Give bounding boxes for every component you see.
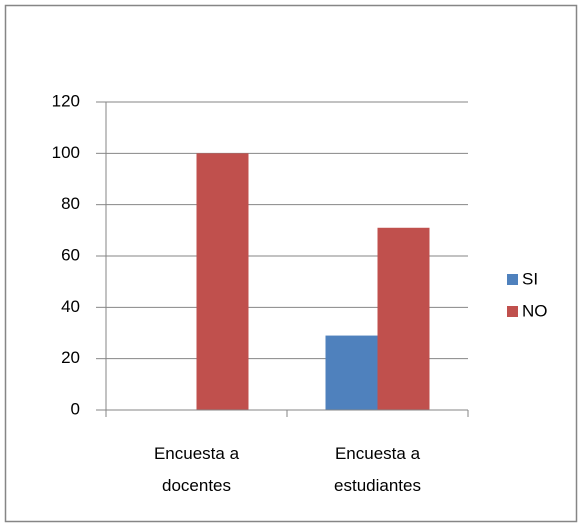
y-tick-label: 80	[61, 194, 80, 213]
legend-swatch	[507, 274, 518, 285]
y-tick-label: 100	[52, 143, 80, 162]
bar	[377, 227, 430, 410]
legend-label: SI	[522, 269, 538, 288]
y-tick-label: 60	[61, 245, 80, 264]
bar	[196, 153, 249, 411]
bar	[325, 335, 378, 410]
legend-swatch	[507, 306, 518, 317]
x-tick-label: Encuesta a estudiantes	[334, 444, 421, 495]
x-tick-label: Encuesta a docentes	[153, 444, 240, 495]
y-tick-label: 120	[52, 91, 80, 110]
y-tick-label: 40	[61, 297, 80, 316]
y-tick-label: 20	[61, 348, 80, 367]
chart-border	[4, 4, 578, 523]
legend-label: NO	[522, 301, 548, 320]
y-tick-label: 0	[71, 399, 80, 418]
